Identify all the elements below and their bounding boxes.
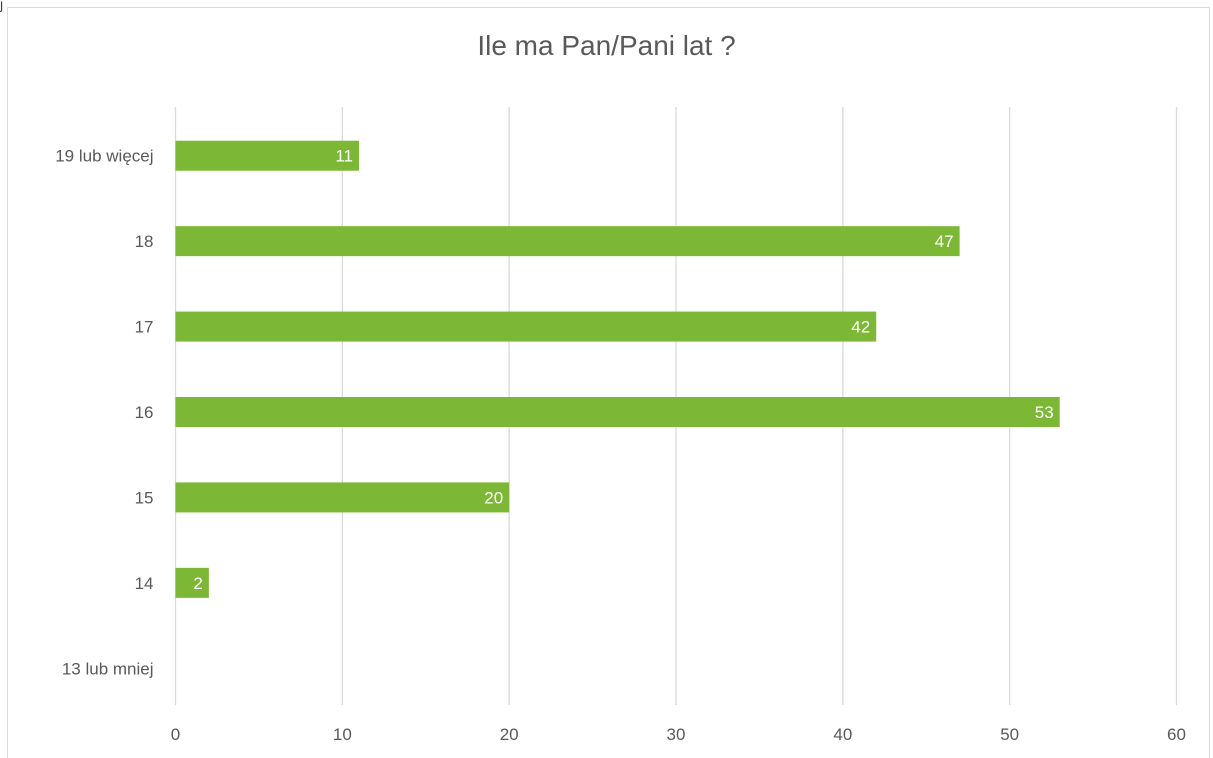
y-category-label: 13 lub mniej (62, 659, 154, 678)
x-tick-label: 20 (500, 725, 519, 744)
x-tick-label: 0 (171, 725, 180, 744)
y-category-label: 16 (135, 403, 154, 422)
bar (175, 397, 1060, 427)
y-category-label: 15 (135, 488, 154, 507)
bar (175, 226, 960, 257)
chart-title: Ile ma Pan/Pani lat ? (477, 30, 736, 61)
y-category-label: 18 (135, 232, 154, 251)
bar-data-label: 2 (193, 574, 202, 593)
x-tick-label: 50 (1000, 725, 1019, 744)
bar (175, 567, 209, 598)
bar-data-label: 47 (935, 232, 954, 251)
chart-frame (7, 7, 1210, 758)
x-tick-label: 40 (833, 725, 852, 744)
bar (175, 140, 360, 171)
bar (175, 482, 510, 513)
bar-data-label: 53 (1035, 403, 1054, 422)
corner-mark: j (0, 0, 4, 12)
y-category-label: 14 (135, 574, 154, 593)
bar-data-label: 20 (484, 488, 503, 507)
x-tick-label: 10 (333, 725, 352, 744)
y-category-label: 17 (135, 318, 154, 337)
bar (175, 311, 877, 342)
x-tick-label: 30 (667, 725, 686, 744)
x-tick-label: 60 (1167, 725, 1186, 744)
y-category-label: 19 lub więcej (55, 147, 153, 166)
bar-data-label: 11 (335, 147, 353, 166)
bar-data-label: 42 (851, 318, 870, 337)
